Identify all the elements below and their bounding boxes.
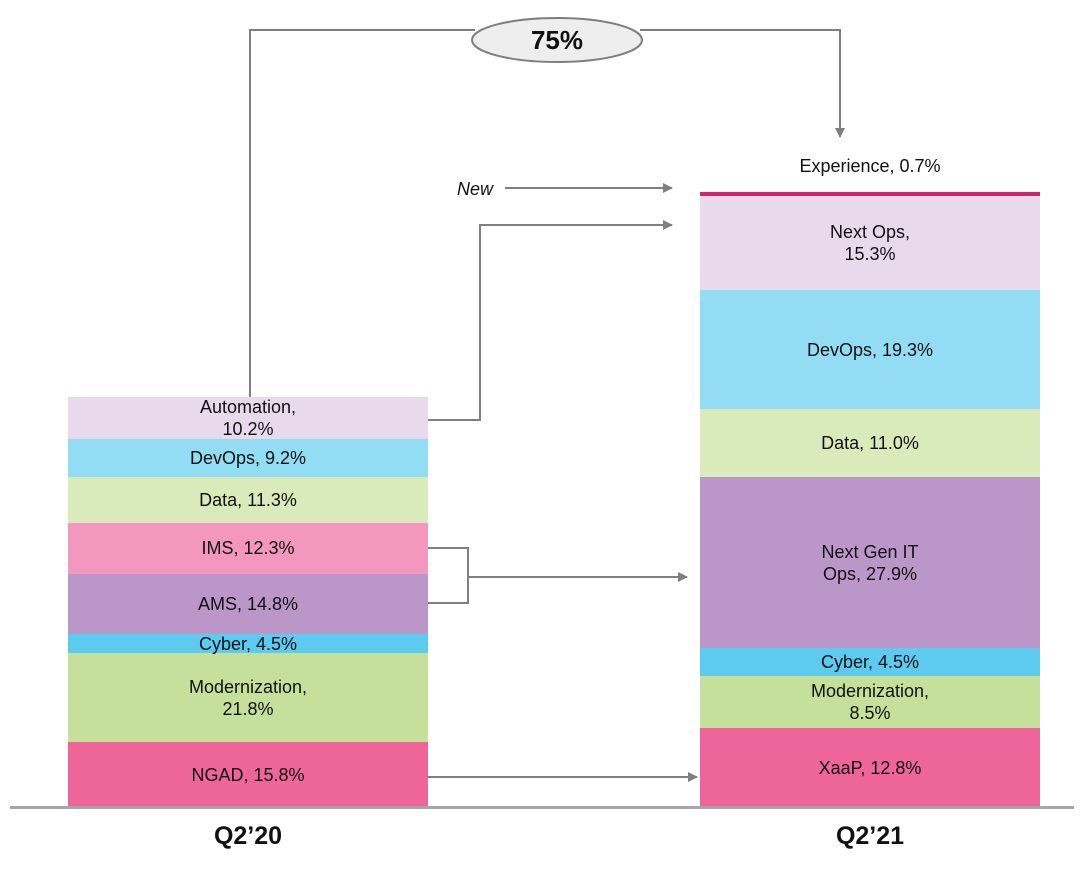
- bar-segment: Cyber, 4.5%: [68, 633, 428, 654]
- bar-segment: NGAD, 15.8%: [68, 742, 428, 807]
- growth-arrow: [640, 29, 845, 138]
- bar-segment: Automation, 10.2%: [68, 397, 428, 439]
- baseline: [10, 806, 1074, 809]
- segment-label: Data, 11.0%: [821, 432, 919, 453]
- bar-segment: Modernization, 21.8%: [68, 652, 428, 743]
- bar-segment: XaaP, 12.8%: [700, 728, 1040, 807]
- segment-label: Modernization, 21.8%: [188, 676, 308, 719]
- segment-label: NGAD, 15.8%: [191, 764, 305, 785]
- category-label: Q2’20: [213, 822, 283, 850]
- bar-segment: Modernization, 8.5%: [700, 676, 1040, 729]
- segment-label: Modernization, 8.5%: [810, 681, 930, 724]
- bar-segment: Cyber, 4.5%: [700, 648, 1040, 676]
- new-label: New: [457, 179, 494, 199]
- growth-label: 75%: [531, 25, 583, 55]
- bar-segment: AMS, 14.8%: [68, 573, 428, 635]
- segment-label: Next Ops, 15.3%: [829, 222, 911, 265]
- segment-label: Next Gen IT Ops, 27.9%: [821, 541, 919, 584]
- segment-label: Experience, 0.7%: [799, 156, 941, 176]
- segment-label: XaaP, 12.8%: [818, 757, 922, 778]
- segment-label: Data, 11.3%: [199, 490, 297, 511]
- bar-segment: IMS, 12.3%: [68, 523, 428, 574]
- bar-segment: DevOps, 9.2%: [68, 439, 428, 477]
- bar-segment: Data, 11.3%: [68, 476, 428, 524]
- bracket: [428, 547, 469, 604]
- segment-label: DevOps, 9.2%: [189, 448, 307, 469]
- automation-arrow: [428, 220, 673, 421]
- growth-connector: [249, 29, 475, 398]
- category-label: Q2’21: [835, 822, 905, 850]
- bar-segment: Next Gen IT Ops, 27.9%: [700, 476, 1040, 649]
- bar-segment: [700, 192, 1040, 197]
- bar-segment: Next Ops, 15.3%: [700, 196, 1040, 291]
- segment-label: Automation, 10.2%: [199, 397, 297, 440]
- segment-label: IMS, 12.3%: [201, 538, 295, 559]
- bar-segment: DevOps, 19.3%: [700, 290, 1040, 410]
- segment-label: DevOps, 19.3%: [806, 339, 934, 360]
- segment-label: AMS, 14.8%: [197, 594, 299, 615]
- growth-bubble: [471, 17, 643, 63]
- segment-label: Cyber, 4.5%: [198, 633, 298, 654]
- segment-label: Cyber, 4.5%: [820, 652, 920, 673]
- bar-segment: Data, 11.0%: [700, 409, 1040, 477]
